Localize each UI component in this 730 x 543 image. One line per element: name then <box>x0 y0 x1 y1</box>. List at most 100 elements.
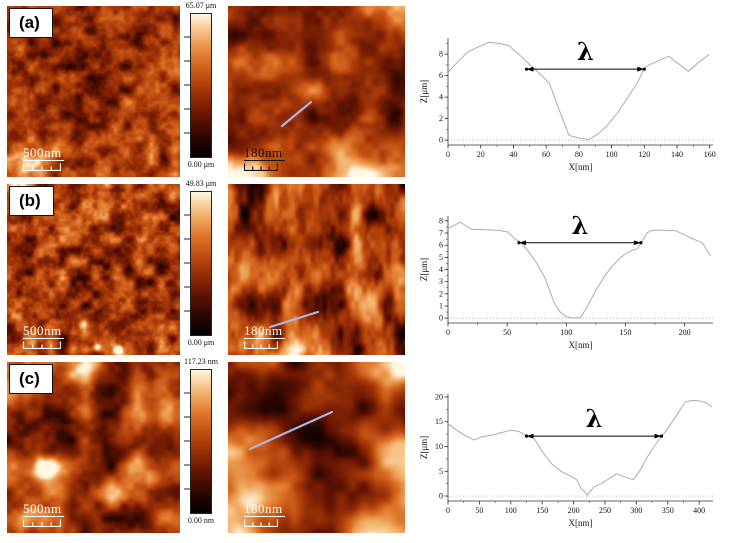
afm-image-zoom-c: 180nm <box>228 362 405 533</box>
svg-text:40: 40 <box>509 150 517 159</box>
scale-bar-text: 500nm <box>23 324 64 339</box>
svg-text:10: 10 <box>435 442 443 451</box>
line-profile-chart-a: 0 20 40 60 80 100 120 140 160 0 2 4 6 8 X[nm] Z[μm] λ <box>418 6 725 177</box>
svg-text:250: 250 <box>599 506 611 515</box>
afm-figure: (a) 500nm 65.07 μm 0.00 μm <box>0 0 730 543</box>
afm-image-large-a: (a) 500nm <box>7 6 180 177</box>
svg-text:300: 300 <box>630 506 642 515</box>
svg-text:6: 6 <box>439 71 443 80</box>
svg-text:X[nm]: X[nm] <box>569 162 593 172</box>
svg-text:400: 400 <box>693 506 705 515</box>
colorbar-a: 65.07 μm 0.00 μm <box>181 1 221 169</box>
colorbar-gradient <box>190 369 212 514</box>
line-profile-chart-c: 0 50 100 150 200 250 300 350 400 0 5 10 15 20 X[nm] Z[μ… <box>418 362 725 533</box>
svg-text:0: 0 <box>439 136 443 145</box>
svg-text:5: 5 <box>439 253 443 262</box>
colorbar-ticks-icon <box>184 13 190 158</box>
colorbar-min-label: 0.00 μm <box>181 160 221 169</box>
afm-image-large-b: (b) 500nm <box>7 184 180 355</box>
svg-text:60: 60 <box>542 150 550 159</box>
scale-bar-zoom-c: 180nm <box>244 501 285 527</box>
colorbar-gradient <box>190 191 212 336</box>
scale-bar-zoom-a: 180nm <box>244 145 285 171</box>
scale-bar-ruler-icon <box>244 340 278 349</box>
svg-text:15: 15 <box>435 417 443 426</box>
svg-text:20: 20 <box>435 392 443 401</box>
svg-text:0: 0 <box>446 506 450 515</box>
svg-text:200: 200 <box>679 328 691 337</box>
scale-bar-text: 180nm <box>244 502 285 517</box>
svg-text:20: 20 <box>477 150 485 159</box>
colorbar-max-label: 117.23 nm <box>181 357 221 366</box>
scale-bar-text: 180nm <box>244 324 285 339</box>
colorbar-ticks-icon <box>184 191 190 336</box>
svg-text:2: 2 <box>439 289 443 298</box>
svg-text:0: 0 <box>446 328 450 337</box>
svg-text:200: 200 <box>568 506 580 515</box>
scale-bar-large-a: 500nm <box>23 145 64 171</box>
scale-bar-text: 180nm <box>244 146 285 161</box>
svg-text:100: 100 <box>505 506 517 515</box>
scale-bar-ruler-icon <box>23 340 61 349</box>
svg-text:Z[μm]: Z[μm] <box>419 436 429 459</box>
svg-text:7: 7 <box>439 229 443 238</box>
colorbar-min-label: 0.00 nm <box>181 516 221 525</box>
svg-text:6: 6 <box>439 241 443 250</box>
svg-text:0: 0 <box>439 492 443 501</box>
scale-bar-zoom-b: 180nm <box>244 323 285 349</box>
svg-text:X[nm]: X[nm] <box>569 518 593 528</box>
panel-row-c: (c) 500nm 117.23 nm 0.00 nm <box>0 362 730 533</box>
scale-bar-ruler-icon <box>244 162 278 171</box>
scale-bar-large-b: 500nm <box>23 323 64 349</box>
colorbar-c: 117.23 nm 0.00 nm <box>181 357 221 525</box>
colorbar-max-label: 49.83 μm <box>181 179 221 188</box>
svg-text:0: 0 <box>439 314 443 323</box>
svg-text:λ: λ <box>571 211 588 240</box>
colorbar-b: 49.83 μm 0.00 μm <box>181 179 221 347</box>
afm-image-large-c: (c) 500nm <box>7 362 180 533</box>
svg-text:λ: λ <box>577 37 594 66</box>
svg-text:150: 150 <box>619 328 631 337</box>
colorbar-ticks-icon <box>184 369 190 514</box>
svg-text:120: 120 <box>638 150 650 159</box>
svg-text:100: 100 <box>606 150 618 159</box>
panel-label-a: (a) <box>9 8 53 38</box>
svg-text:X[nm]: X[nm] <box>569 340 593 350</box>
svg-text:1: 1 <box>439 301 443 310</box>
svg-text:0: 0 <box>446 150 450 159</box>
colorbar-min-label: 0.00 μm <box>181 338 221 347</box>
svg-text:λ: λ <box>586 404 603 433</box>
scale-bar-ruler-icon <box>23 162 61 171</box>
svg-text:4: 4 <box>439 93 443 102</box>
svg-text:350: 350 <box>662 506 674 515</box>
svg-text:150: 150 <box>536 506 548 515</box>
colorbar-gradient <box>190 13 212 158</box>
scale-bar-ruler-icon <box>23 518 61 527</box>
afm-image-zoom-b: 180nm <box>228 184 405 355</box>
scale-bar-large-c: 500nm <box>23 501 64 527</box>
svg-text:8: 8 <box>439 50 443 59</box>
svg-text:4: 4 <box>439 265 443 274</box>
svg-text:100: 100 <box>560 328 572 337</box>
svg-text:160: 160 <box>704 150 716 159</box>
svg-text:50: 50 <box>475 506 483 515</box>
colorbar-max-label: 65.07 μm <box>181 1 221 10</box>
svg-text:80: 80 <box>575 150 583 159</box>
panel-label-c: (c) <box>9 364 53 394</box>
svg-text:2: 2 <box>439 114 443 123</box>
svg-text:Z[μm]: Z[μm] <box>419 80 429 103</box>
svg-text:8: 8 <box>439 216 443 225</box>
panel-label-b: (b) <box>9 186 54 216</box>
svg-text:3: 3 <box>439 277 443 286</box>
panel-row-a: (a) 500nm 65.07 μm 0.00 μm <box>0 6 730 177</box>
scale-bar-ruler-icon <box>244 518 278 527</box>
scale-bar-text: 500nm <box>23 146 64 161</box>
svg-text:50: 50 <box>503 328 511 337</box>
svg-text:5: 5 <box>439 467 443 476</box>
afm-image-zoom-a: 180nm <box>228 6 405 177</box>
svg-text:140: 140 <box>671 150 683 159</box>
scale-bar-text: 500nm <box>23 502 64 517</box>
panel-row-b: (b) 500nm 49.83 μm 0.00 μm <box>0 184 730 355</box>
line-profile-chart-b: 0 50 100 150 200 0 1 2 3 4 5 6 7 8 X[nm] Z[μm] λ <box>418 184 725 355</box>
svg-text:Z[μm]: Z[μm] <box>419 258 429 281</box>
